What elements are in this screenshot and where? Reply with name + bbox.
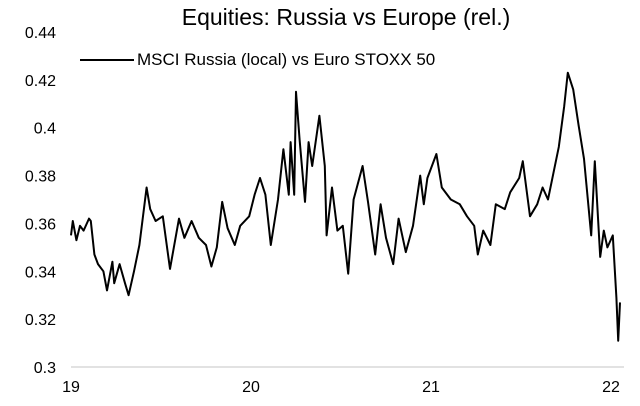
series-line	[70, 71, 621, 342]
legend-swatch	[80, 59, 134, 61]
x-tick-label: 19	[62, 379, 80, 396]
x-tick-label: 21	[422, 379, 440, 396]
x-tick-label: 20	[242, 379, 260, 396]
y-tick-label: 0.36	[25, 216, 56, 233]
x-tick-label: 22	[602, 379, 620, 396]
y-tick-label: 0.3	[34, 360, 56, 377]
legend-label: MSCI Russia (local) vs Euro STOXX 50	[137, 50, 436, 69]
y-tick-label: 0.4	[34, 121, 56, 138]
y-tick-label: 0.34	[25, 264, 56, 281]
chart-title: Equities: Russia vs Europe (rel.)	[181, 4, 511, 30]
y-tick-label: 0.42	[25, 73, 56, 90]
y-tick-label: 0.44	[25, 25, 56, 42]
y-tick-label: 0.38	[25, 169, 56, 186]
y-tick-label: 0.32	[25, 312, 56, 329]
legend: MSCI Russia (local) vs Euro STOXX 50	[80, 50, 435, 70]
